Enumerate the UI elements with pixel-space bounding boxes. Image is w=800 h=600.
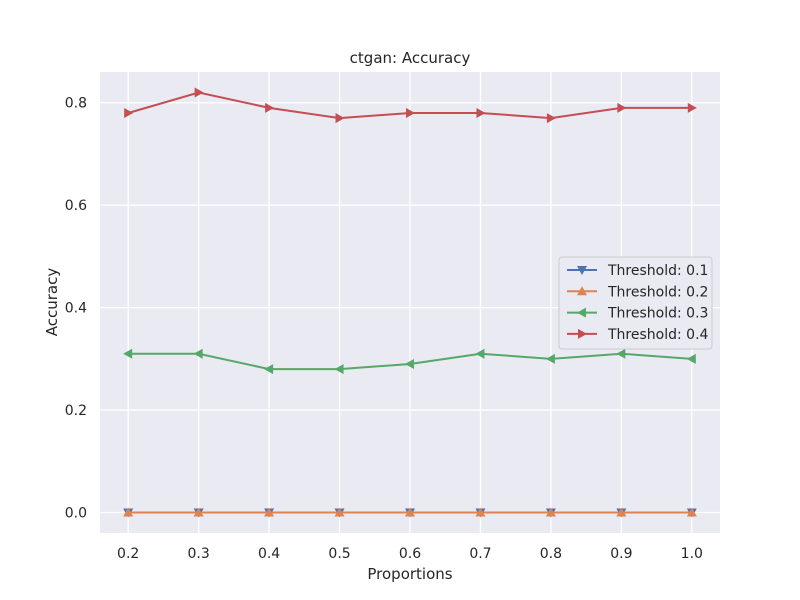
data-point xyxy=(405,358,414,369)
legend-label: Threshold: 0.2 xyxy=(607,284,708,300)
x-tick-label: 0.5 xyxy=(328,546,350,562)
data-point xyxy=(476,107,486,118)
data-point xyxy=(334,364,344,375)
legend-marker xyxy=(577,286,587,296)
x-tick-label: 0.7 xyxy=(469,546,491,562)
series-layer xyxy=(123,87,697,518)
y-tick-label: 0.0 xyxy=(65,506,87,522)
data-point xyxy=(616,348,626,359)
legend-entry: Threshold: 0.2 xyxy=(567,284,708,300)
legend-marker xyxy=(578,328,587,339)
data-point xyxy=(193,348,203,359)
legend-entry: Threshold: 0.4 xyxy=(567,327,709,343)
chart-title: ctgan: Accuracy xyxy=(350,49,471,67)
series-3 xyxy=(123,348,696,375)
x-axis-label: Proportions xyxy=(367,565,452,583)
data-point xyxy=(334,507,345,517)
y-tick-label: 0.8 xyxy=(65,96,87,112)
data-point xyxy=(123,348,133,359)
x-tick-label: 1.0 xyxy=(681,546,703,562)
data-point xyxy=(406,107,415,118)
y-tick-label: 0.4 xyxy=(65,301,87,317)
x-tick-label: 0.4 xyxy=(258,546,280,562)
data-point xyxy=(546,113,556,124)
y-axis-label: Accuracy xyxy=(43,268,61,337)
data-point xyxy=(264,507,275,517)
legend-label: Threshold: 0.3 xyxy=(607,306,708,322)
data-point xyxy=(617,102,627,113)
y-tick-labels: 0.0 0.2 0.4 0.6 0.8 xyxy=(65,96,87,522)
legend-label: Threshold: 0.1 xyxy=(607,263,708,279)
x-tick-label: 0.2 xyxy=(117,546,139,562)
data-point xyxy=(687,102,697,113)
data-point xyxy=(124,107,134,118)
legend-marker xyxy=(577,266,587,275)
data-point xyxy=(475,348,485,359)
series-4 xyxy=(124,87,697,124)
data-point xyxy=(616,507,627,517)
x-tick-label: 0.8 xyxy=(540,546,562,562)
data-point xyxy=(194,87,204,98)
data-point xyxy=(264,364,274,375)
legend-entry: Threshold: 0.1 xyxy=(567,263,708,279)
y-tick-label: 0.2 xyxy=(65,403,87,419)
x-tick-labels: 0.2 0.3 0.4 0.5 0.6 0.7 0.8 0.9 1.0 xyxy=(117,546,703,562)
data-point xyxy=(335,113,345,124)
series-2 xyxy=(123,507,697,517)
x-tick-label: 0.6 xyxy=(399,546,421,562)
legend-label: Threshold: 0.4 xyxy=(607,327,709,343)
data-point xyxy=(545,507,556,517)
legend: Threshold: 0.1 Threshold: 0.2 Threshold: 0… xyxy=(558,256,713,350)
data-point xyxy=(686,353,696,364)
data-point xyxy=(405,507,415,517)
x-tick-label: 0.9 xyxy=(610,546,632,562)
data-point xyxy=(545,353,555,364)
legend-box xyxy=(558,256,713,350)
legend-entry: Threshold: 0.3 xyxy=(567,306,708,322)
data-point xyxy=(193,507,204,517)
legend-marker xyxy=(577,307,586,318)
y-tick-label: 0.6 xyxy=(65,198,87,214)
data-point xyxy=(265,102,275,113)
data-point xyxy=(123,507,134,517)
data-point xyxy=(686,507,697,517)
data-point xyxy=(475,507,486,517)
x-tick-label: 0.3 xyxy=(188,546,210,562)
